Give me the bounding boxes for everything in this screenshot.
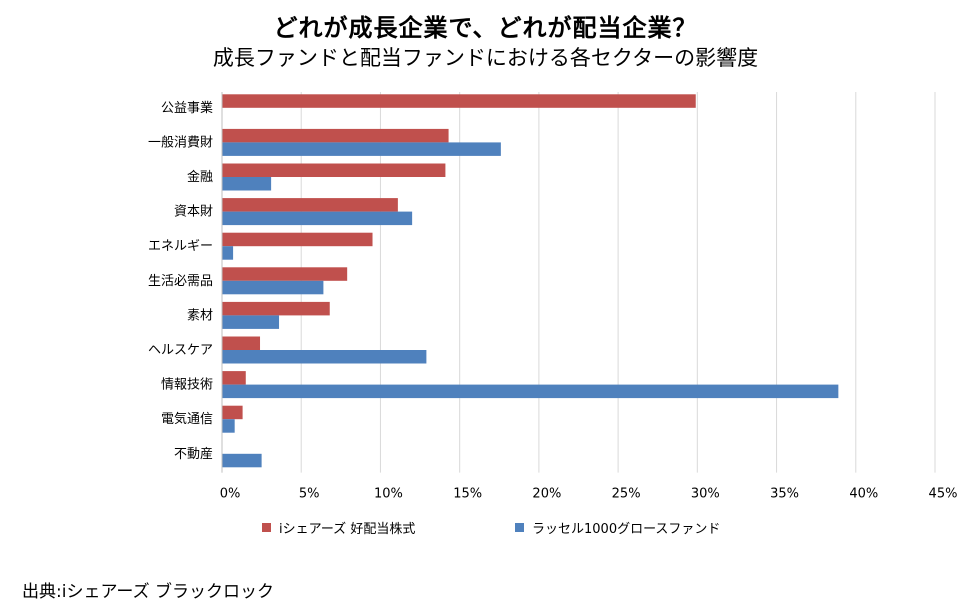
bar-chart: 0% 5% 10% 15% 20% 25% 30% 35% 40% 45% 公益事業一般消費財金融資… — [148, 92, 958, 502]
legend-label-growth: ラッセル1000グロースファンド — [532, 522, 721, 537]
x-tick-label: 0% — [220, 487, 241, 502]
bar-growth — [222, 350, 427, 364]
legend-item-growth: ラッセル1000グロースファンド — [515, 518, 720, 537]
y-category-label: 生活必需品 — [148, 274, 213, 289]
y-category-label: エネルギー — [148, 239, 213, 254]
y-category-label: 素材 — [187, 308, 213, 323]
source-note: 出典:iシェアーズ ブラックロック — [22, 582, 274, 602]
y-category-label: ヘルスケア — [148, 343, 213, 358]
bar-dividend — [222, 371, 246, 385]
x-tick-label: 5% — [299, 487, 320, 502]
legend-item-dividend: iシェアーズ 好配当株式 — [262, 518, 415, 537]
bar-dividend — [222, 163, 446, 177]
y-category-label: 資本財 — [174, 205, 213, 220]
x-tick-label: 20% — [532, 487, 561, 502]
x-tick-label: 30% — [691, 487, 720, 502]
legend-swatch-dividend — [262, 523, 271, 532]
y-category-label: 金融 — [187, 169, 213, 185]
y-category-label: 一般消費財 — [148, 134, 213, 150]
bar-dividend — [222, 301, 330, 316]
bar-growth — [222, 384, 839, 399]
bar-growth — [222, 315, 280, 329]
bar-growth — [222, 246, 234, 260]
bar-growth — [222, 211, 413, 226]
bar-dividend — [222, 336, 261, 350]
bar-growth — [222, 419, 235, 433]
x-tick-label: 40% — [849, 487, 878, 502]
x-tick-label: 35% — [770, 487, 799, 502]
y-category-label: 公益事業 — [161, 100, 213, 116]
bar-dividend — [222, 267, 348, 281]
x-tick-label: 10% — [374, 487, 403, 502]
chart-legend: iシェアーズ 好配当株式 ラッセル1000グロースファンド — [0, 518, 971, 542]
y-category-label: 情報技術 — [161, 378, 213, 393]
bar-dividend — [222, 405, 243, 420]
y-category-label: 電気通信 — [161, 411, 213, 427]
bar-growth — [222, 142, 501, 156]
legend-label-dividend: iシェアーズ 好配当株式 — [279, 522, 416, 537]
chart-title: どれが成長企業で、どれが配当企業？ — [273, 14, 698, 42]
bar-growth — [222, 177, 272, 191]
x-tick-label: 45% — [929, 487, 958, 502]
bar-growth — [222, 280, 324, 295]
bar-dividend — [222, 94, 696, 108]
bar-growth — [222, 453, 262, 468]
bar-dividend — [222, 232, 373, 247]
x-tick-label: 15% — [453, 487, 482, 502]
bar-dividend — [222, 128, 449, 143]
bar-dividend — [222, 198, 398, 212]
x-tick-label: 25% — [612, 487, 641, 502]
chart-subtitle: 成長ファンドと配当ファンドにおける各セクターの影響度 — [212, 46, 759, 70]
legend-swatch-growth — [515, 523, 524, 532]
y-category-label: 不動産 — [174, 446, 213, 462]
